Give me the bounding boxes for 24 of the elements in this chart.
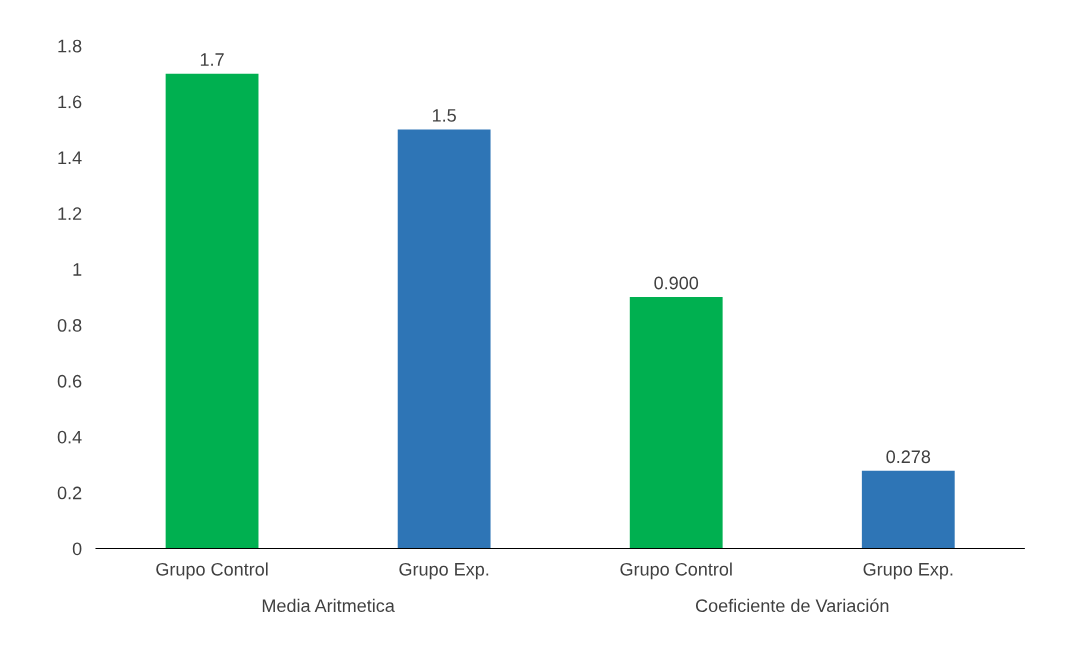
x-tick-label: Grupo Exp. (863, 562, 953, 580)
y-tick-label: 1.6 (58, 95, 82, 109)
y-tick-label: 1.8 (58, 39, 82, 53)
y-tick-label: 1.4 (58, 151, 82, 164)
y-tick-label: 0 (72, 542, 82, 556)
data-label: 0.900 (654, 276, 699, 290)
x-tick-label: Grupo Control (156, 562, 268, 580)
data-label: 1.5 (432, 109, 456, 122)
text: Coeficiente de Variación (695, 598, 889, 613)
bar (629, 297, 723, 549)
y-tick-label: 0.8 (57, 318, 82, 332)
y-tick-label: 0.4 (57, 430, 82, 444)
y-tick-label: 1.2 (58, 207, 82, 220)
x-tick-label: Grupo Exp. (399, 562, 489, 580)
data-label: 0.278 (886, 450, 931, 464)
y-tick-label: 0.2 (57, 486, 82, 500)
bar (397, 129, 491, 549)
text: Media Aritmetica (262, 598, 395, 613)
bar (861, 470, 955, 549)
data-label: 1.7 (200, 53, 224, 66)
x-tick-label: Grupo Control (620, 562, 732, 580)
bar (165, 73, 259, 549)
y-tick-label: 0.6 (57, 374, 82, 388)
y-tick-label: 1 (73, 263, 82, 276)
